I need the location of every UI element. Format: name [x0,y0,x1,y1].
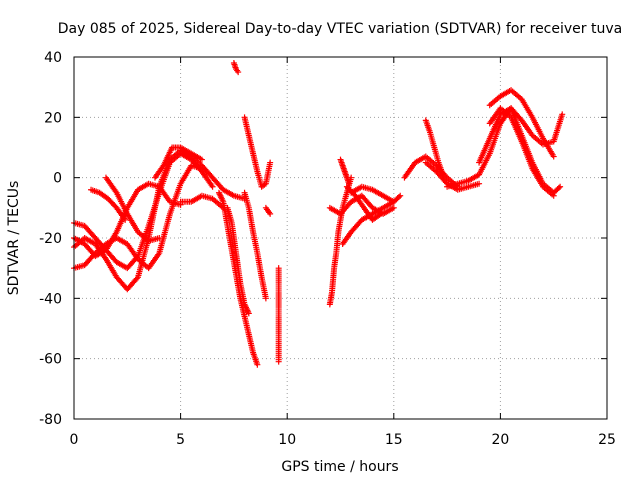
y-tick-label: 40 [44,50,62,66]
y-tick-label: -80 [39,412,62,428]
y-tick-label: 0 [53,171,62,187]
data-point-marker [267,159,274,166]
data-point-marker [390,198,397,205]
data-point-marker [390,204,397,211]
data-point-marker [133,275,140,282]
data-point-marker [346,180,353,187]
data-point-marker [550,192,557,199]
data-point-marker [476,180,483,187]
y-tick-label: -60 [39,352,62,368]
data-point-marker [559,111,566,118]
x-tick-label: 15 [385,432,403,448]
y-tick-label: 20 [44,110,62,126]
data-point-marker [198,156,205,163]
data-point-marker [557,183,564,190]
y-tick-label: -40 [39,291,62,307]
data-point-marker [555,184,562,191]
data-point-marker [267,210,274,217]
data-point-marker [254,361,261,368]
data-point-marker [198,165,205,172]
data-point-marker [275,358,282,365]
data-point-marker [209,183,216,190]
y-tick-label: -20 [39,231,62,247]
data-point-marker [378,210,385,217]
data-point-marker [122,216,129,223]
chart-title: Day 085 of 2025, Sidereal Day-to-day VTE… [58,21,622,37]
y-axis-label: SDTVAR / TECUs [6,181,22,296]
data-points [71,60,566,368]
data-point-marker [262,295,269,302]
data-point-marker [550,153,557,160]
x-tick-label: 0 [70,432,79,448]
data-point-marker [442,173,449,180]
x-axis-label: GPS time / hours [281,459,398,475]
data-point-marker [395,193,402,200]
data-point-marker [156,235,163,241]
plot-frame [73,56,608,420]
data-point-marker [397,192,404,199]
x-tick-label: 25 [598,432,616,448]
x-tick-label: 10 [278,432,296,448]
data-point-marker [245,310,252,317]
x-tick-label: 20 [491,432,509,448]
data-point-marker [235,69,242,76]
x-tick-label: 5 [176,432,185,448]
